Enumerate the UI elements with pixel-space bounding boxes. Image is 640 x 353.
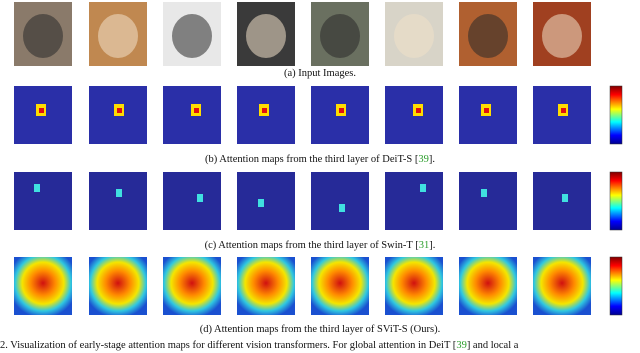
attention-hotspot: [416, 108, 421, 113]
colorbar: [609, 256, 623, 316]
caption-text: (b) Attention maps from the third layer …: [205, 154, 419, 165]
attention-hotspot: [420, 184, 426, 192]
caption-text: (d) Attention maps from the third layer …: [199, 324, 441, 335]
caption-text: ].: [428, 154, 435, 165]
attention-hotspot: [484, 108, 489, 113]
caption-text: 2. Visualization of early-stage attentio…: [0, 340, 457, 351]
swin-attention-map: [14, 172, 72, 230]
attention-hotspot: [197, 194, 203, 202]
image-subject: [468, 14, 508, 58]
sparse-attention-map: [163, 257, 221, 315]
sparse-attention-map: [237, 257, 295, 315]
image-subject: [23, 14, 63, 58]
attention-hotspot: [258, 199, 264, 207]
caption-text: ] and local a: [466, 340, 519, 351]
image-subject: [394, 14, 434, 58]
attention-hotspot: [339, 108, 344, 113]
swin-attention-map: [163, 172, 221, 230]
sparse-attention-map: [311, 257, 369, 315]
attention-hotspot: [339, 204, 345, 212]
citation[interactable]: 31: [418, 240, 430, 251]
citation[interactable]: 39: [456, 340, 467, 351]
sparse-attention-map: [89, 257, 147, 315]
sparse-attention-map: [14, 257, 72, 315]
attention-hotspot: [561, 108, 566, 113]
swin-attention-map: [311, 172, 369, 230]
image-subject: [542, 14, 582, 58]
panel-caption: (c) Attention maps from the third layer …: [0, 240, 640, 251]
attention-hotspot: [481, 189, 487, 197]
caption-text: (a) Input Images.: [283, 68, 356, 79]
swin-attention-map: [237, 172, 295, 230]
citation[interactable]: 39: [418, 154, 429, 165]
attention-hotspot: [34, 184, 40, 192]
attention-hotspot: [262, 108, 267, 113]
sparse-attention-map: [385, 257, 443, 315]
image-subject: [98, 14, 138, 58]
image-subject: [320, 14, 360, 58]
swin-attention-map: [89, 172, 147, 230]
image-subject: [172, 14, 212, 58]
attention-hotspot: [39, 108, 44, 113]
attention-hotspot: [117, 108, 122, 113]
swin-attention-map: [459, 172, 517, 230]
colorbar: [609, 171, 623, 231]
swin-attention-map: [385, 172, 443, 230]
caption-text: (c) Attention maps from the third layer …: [204, 240, 419, 251]
attention-hotspot: [116, 189, 122, 197]
panel-caption: (d) Attention maps from the third layer …: [0, 324, 640, 335]
colorbar: [609, 85, 623, 145]
panel-caption: (b) Attention maps from the third layer …: [0, 154, 640, 165]
attention-hotspot: [562, 194, 568, 202]
sparse-attention-map: [459, 257, 517, 315]
image-subject: [246, 14, 286, 58]
sparse-attention-map: [533, 257, 591, 315]
caption-text: ].: [429, 240, 436, 251]
panel-caption: (a) Input Images.: [0, 68, 640, 79]
attention-hotspot: [194, 108, 199, 113]
figure-caption: 2. Visualization of early-stage attentio…: [0, 340, 518, 351]
